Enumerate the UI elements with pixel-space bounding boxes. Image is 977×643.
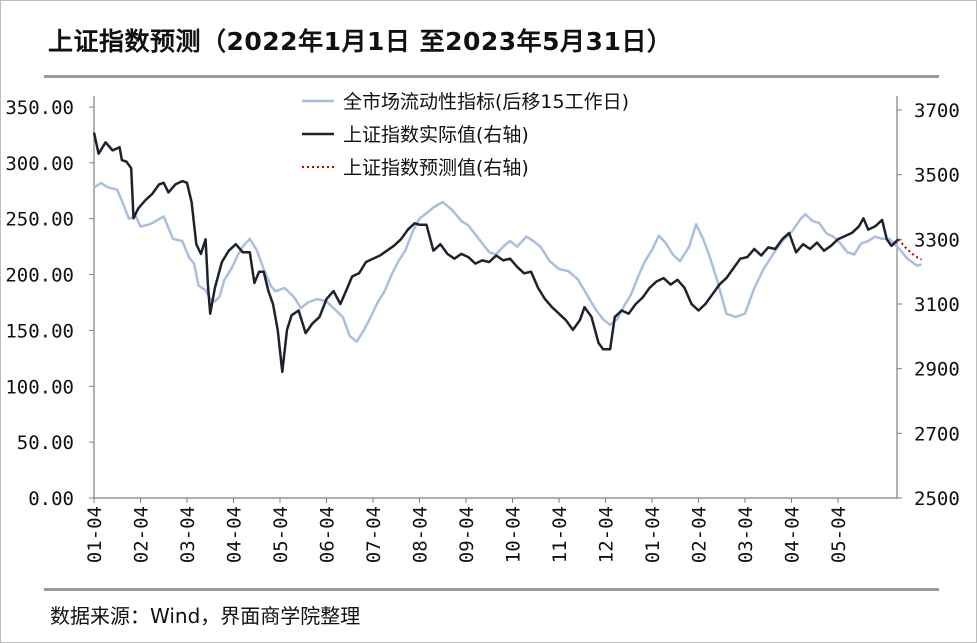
legend-label: 全市场流动性指标(后移15工作日) <box>343 91 629 113</box>
x-tick-label: 03-04 <box>735 506 757 563</box>
y-left-tick-label: 200.00 <box>5 265 74 287</box>
y-left-tick-label: 0.00 <box>28 488 74 510</box>
legend-label: 上证指数实际值(右轴) <box>343 124 529 146</box>
y-right-tick-label: 2500 <box>914 488 960 510</box>
x-tick-label: 02-04 <box>131 506 153 563</box>
x-tick-label: 11-04 <box>549 506 571 563</box>
x-tick-label: 07-04 <box>363 506 385 563</box>
y-right-tick-label: 3300 <box>914 229 960 251</box>
chart-title: 上证指数预测（2022年1月1日 至2023年5月31日） <box>48 27 673 56</box>
title-divider <box>44 75 939 78</box>
x-tick-label: 02-04 <box>689 506 711 563</box>
x-tick-label: 09-04 <box>456 506 478 563</box>
x-tick-label: 04-04 <box>782 506 804 563</box>
y-left-tick-label: 100.00 <box>5 376 74 398</box>
y-right-tick-label: 3700 <box>914 100 960 122</box>
x-tick-label: 12-04 <box>596 506 618 563</box>
x-tick-label: 06-04 <box>317 506 339 563</box>
x-tick-label: 10-04 <box>503 506 525 563</box>
series-layer <box>92 132 922 374</box>
legend-label: 上证指数预测值(右轴) <box>343 157 529 179</box>
x-tick-label: 04-04 <box>224 506 246 563</box>
y-left-tick-label: 350.00 <box>5 97 74 119</box>
y-left-tick-label: 150.00 <box>5 320 74 342</box>
x-tick-label: 08-04 <box>410 506 432 563</box>
liquidity-line <box>93 181 922 343</box>
y-left-tick-label: 250.00 <box>5 209 74 231</box>
x-tick-label: 01-04 <box>84 506 106 563</box>
chart-axes: 0.00 50.00 100.00 150.00 200.00 250.00 300.00 3… <box>5 96 960 563</box>
y-left-tick-label: 50.00 <box>17 432 74 454</box>
source-divider <box>44 588 939 591</box>
legend: 全市场流动性指标(后移15工作日) 上证指数实际值(右轴) 上证指数预测值(右轴) <box>302 91 629 179</box>
y-right-tick-label: 3100 <box>914 294 960 316</box>
x-tick-label: 05-04 <box>828 506 850 563</box>
y-right-tick-label: 2700 <box>914 423 960 445</box>
x-tick-label: 01-04 <box>642 506 664 563</box>
y-right-tick-label: 2900 <box>914 359 960 381</box>
x-tick-label: 05-04 <box>270 506 292 563</box>
y-left-tick-label: 300.00 <box>5 153 74 175</box>
sse-forecast-line <box>897 238 922 261</box>
x-tick-label: 03-04 <box>177 506 199 563</box>
source-note: 数据来源：Wind，界面商学院整理 <box>50 604 361 628</box>
sse-actual-line <box>92 132 900 374</box>
y-right-tick-label: 3500 <box>914 165 960 187</box>
